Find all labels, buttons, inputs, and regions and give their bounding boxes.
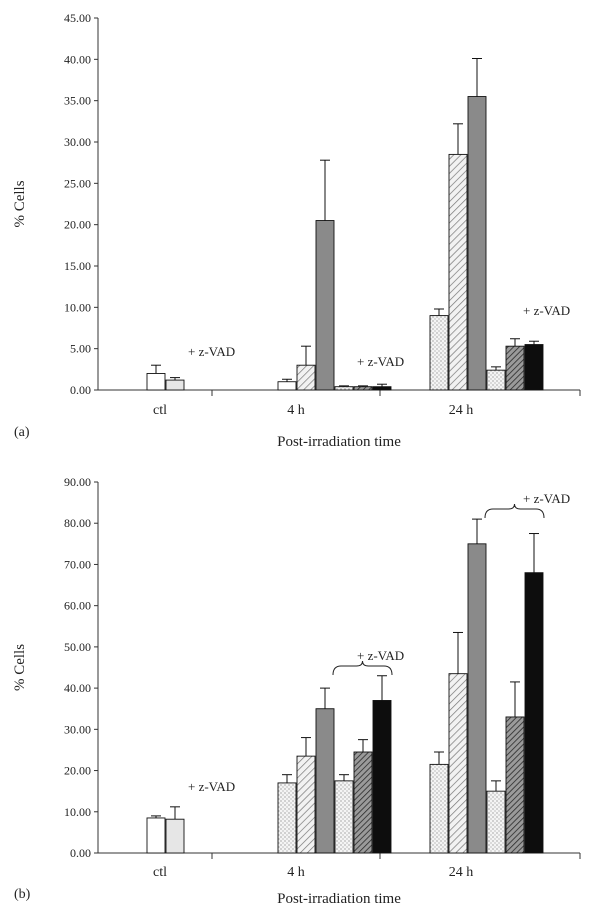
bar [429, 763, 449, 854]
x-category-label: ctl [153, 865, 167, 880]
bar [505, 716, 525, 854]
y-tick-label: 10.00 [64, 805, 91, 819]
bar [146, 373, 166, 391]
y-tick-label: 40.00 [64, 52, 91, 66]
z-vad-annotation: + z-VAD [188, 344, 235, 359]
y-tick-label: 30.00 [64, 722, 91, 736]
y-tick-label: 20.00 [64, 764, 91, 778]
bar [334, 780, 354, 854]
y-tick-label: 0.00 [70, 383, 91, 397]
y-axis-label: % Cells [12, 180, 28, 227]
y-tick-label: 15.00 [64, 259, 91, 273]
bar [486, 790, 506, 854]
bar [296, 755, 316, 854]
y-tick-label: 50.00 [64, 640, 91, 654]
panel-label: (b) [14, 887, 31, 902]
bar [277, 381, 297, 391]
x-axis-label: Post-irradiation time [277, 891, 401, 907]
y-tick-label: 35.00 [64, 94, 91, 108]
bar [524, 344, 544, 391]
x-category-label: 24 h [449, 403, 474, 418]
bar [372, 700, 392, 854]
y-tick-label: 10.00 [64, 300, 91, 314]
z-vad-annotation: + z-VAD [357, 354, 404, 369]
bar [429, 315, 449, 391]
bar [353, 386, 373, 391]
panel-label: (a) [14, 425, 30, 440]
y-tick-label: 25.00 [64, 176, 91, 190]
bar [486, 369, 506, 391]
z-vad-annotation: + z-VAD [523, 303, 570, 318]
bar [334, 386, 354, 391]
y-tick-label: 0.00 [70, 846, 91, 860]
bar [296, 364, 316, 391]
z-vad-annotation: + z-VAD [188, 779, 235, 794]
y-tick-label: 40.00 [64, 681, 91, 695]
chart-panel-a: 0.00 5.00 10.00 15.00 20.00 25.00 30.00 35.00 40… [12, 11, 581, 450]
y-tick-label: 20.00 [64, 218, 91, 232]
x-category-label: 4 h [287, 865, 305, 880]
bar [353, 751, 373, 854]
bar [315, 708, 335, 854]
x-axis-label: Post-irradiation time [277, 434, 401, 450]
brace [332, 660, 393, 676]
y-tick-label: 45.00 [64, 11, 91, 25]
chart-panel-b: 0.00 10.00 20.00 30.00 40.00 50.00 60.00 70.00 8… [12, 475, 581, 907]
bar [146, 817, 166, 854]
z-vad-annotation: + z-VAD [523, 491, 570, 506]
y-tick-label: 80.00 [64, 516, 91, 530]
brace [484, 503, 545, 519]
bar [448, 673, 468, 854]
y-tick-label: 60.00 [64, 599, 91, 613]
y-tick-label: 30.00 [64, 135, 91, 149]
z-vad-annotation: + z-VAD [357, 648, 404, 663]
bar [165, 818, 185, 854]
bar [524, 572, 544, 854]
y-axis-label: % Cells [12, 644, 28, 691]
bar [165, 379, 185, 391]
y-tick-label: 5.00 [70, 342, 91, 356]
x-category-label: 24 h [449, 865, 474, 880]
bar [505, 345, 525, 391]
bar [372, 386, 392, 391]
bar [467, 543, 487, 854]
y-tick-label: 70.00 [64, 557, 91, 571]
bar [448, 153, 468, 391]
x-category-label: 4 h [287, 403, 305, 418]
y-tick-label: 90.00 [64, 475, 91, 489]
bar [277, 782, 297, 854]
x-category-label: ctl [153, 403, 167, 418]
bar [467, 96, 487, 391]
bar [315, 220, 335, 391]
